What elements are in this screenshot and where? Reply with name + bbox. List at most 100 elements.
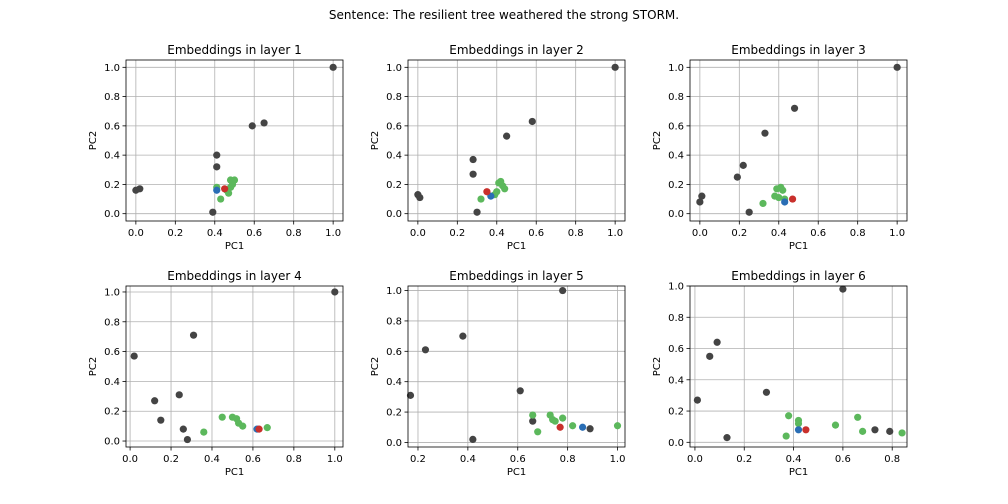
x-tick-label: 0.8 [286,228,302,239]
point-other [761,129,769,137]
point-adjective [217,195,225,203]
x-tick-label: 0.4 [460,454,476,465]
subplot-6: 0.0 0.2 0.4 0.6 0.8 0.0 0.2 0.4 0.6 0.8 1.0 Embeddi… [652,269,908,478]
x-tick-label: 0.2 [410,454,426,465]
y-axis-label: PC2 [88,357,99,376]
plot-frame [689,285,908,448]
plot-frame [407,59,626,222]
point-adjective [569,422,577,430]
point-other [213,151,221,159]
x-tick-label: 0.2 [163,454,179,465]
y-tick-label: 1.0 [104,63,120,74]
point-other [529,417,537,425]
x-tick-label: 0.4 [489,228,505,239]
subplot-title: Embeddings in layer 4 [167,269,301,283]
point-adjective [529,411,537,419]
x-axis-label: PC1 [507,467,526,478]
point-adjective [898,429,906,437]
x-tick-label: 0.2 [167,228,183,239]
x-tick-label: 0.8 [560,454,576,465]
x-tick-label: 0.2 [736,454,752,465]
x-tick-label: 0.8 [884,454,900,465]
x-tick-label: 0.8 [286,454,302,465]
point-focus [221,185,229,193]
point-other [745,208,753,216]
plot-frame [407,285,626,448]
x-tick-label: 1.0 [325,228,341,239]
y-tick-label: 0.6 [104,121,120,132]
y-axis-label: PC2 [88,131,99,150]
y-tick-label: 0.2 [668,407,684,418]
y-tick-label: 0.2 [386,408,402,419]
y-axis-label: PC2 [370,357,381,376]
y-axis-label: PC2 [370,131,381,150]
point-other [469,155,477,164]
subplot-title: Embeddings in layer 5 [449,269,583,283]
point-other [611,63,619,71]
point-adjective [477,195,485,203]
point-other [739,161,747,169]
point-other [406,391,415,399]
plot-frame [125,285,344,448]
subplot-title: Embeddings in layer 1 [167,43,301,57]
point-other [183,435,192,444]
point-focus [788,195,797,203]
point-adjective [785,412,793,420]
point-adjective [613,422,622,430]
y-tick-label: 0.4 [668,151,684,162]
point-adjective [239,422,247,430]
y-tick-label: 0.6 [104,347,120,358]
subplot-3: 0.0 0.2 0.4 0.6 0.8 1.0 0.0 0.2 0.4 0.6 0.8 1.0 Embe… [652,43,908,252]
point-other [871,426,879,434]
point-adjective [559,414,567,422]
point-adjective [859,427,867,435]
y-tick-label: 0.2 [668,180,684,191]
y-tick-label: 1.0 [104,287,120,298]
point-other [893,63,901,71]
y-tick-label: 0.0 [104,437,120,448]
point-other [179,425,187,433]
point-other [586,425,594,433]
point-other [421,346,430,354]
subplot-title: Embeddings in layer 6 [731,269,865,283]
point-focus [483,188,491,196]
x-tick-label: 0.6 [528,228,544,239]
x-tick-label: 0.0 [692,228,708,239]
point-adjective [759,199,767,208]
point-other [157,416,165,424]
point-other [175,391,183,399]
point-adjective [551,417,559,425]
y-tick-label: 0.4 [104,377,120,388]
point-focus [556,423,564,431]
y-tick-label: 0.4 [386,377,402,388]
point-focus [255,425,263,433]
x-tick-label: 0.2 [731,228,747,239]
point-other [790,104,799,112]
point-adjective [854,413,862,421]
point-other [469,435,477,444]
y-tick-label: 1.0 [668,63,684,74]
point-other [698,192,706,200]
y-tick-label: 0.8 [386,316,402,327]
y-tick-label: 0.8 [668,313,684,324]
point-other [260,119,268,127]
point-other [331,288,339,296]
point-adjective [263,424,271,432]
y-tick-label: 0.8 [104,317,120,328]
x-axis-label: PC1 [225,241,244,252]
point-adjective [534,428,542,436]
y-tick-label: 0.0 [668,209,684,220]
point-adjective [794,419,803,428]
point-other [136,185,144,193]
subplot-5: 0.2 0.4 0.6 0.8 1.0 0.0 0.2 0.4 0.6 0.8 1.0 Embeddi… [370,269,625,478]
x-tick-label: 1.0 [889,228,905,239]
subplot-1: 0.0 0.2 0.4 0.6 0.8 1.0 0.0 0.2 0.4 0.6 0.8 1.0 Embe… [88,43,344,252]
y-axis-label: PC2 [652,357,663,376]
y-tick-label: 0.6 [386,347,402,358]
point-other [469,170,477,178]
point-other [762,388,771,396]
point-other [473,208,481,216]
point-reference [781,198,789,206]
y-tick-label: 0.8 [386,92,402,103]
x-tick-label: 0.0 [128,228,144,239]
